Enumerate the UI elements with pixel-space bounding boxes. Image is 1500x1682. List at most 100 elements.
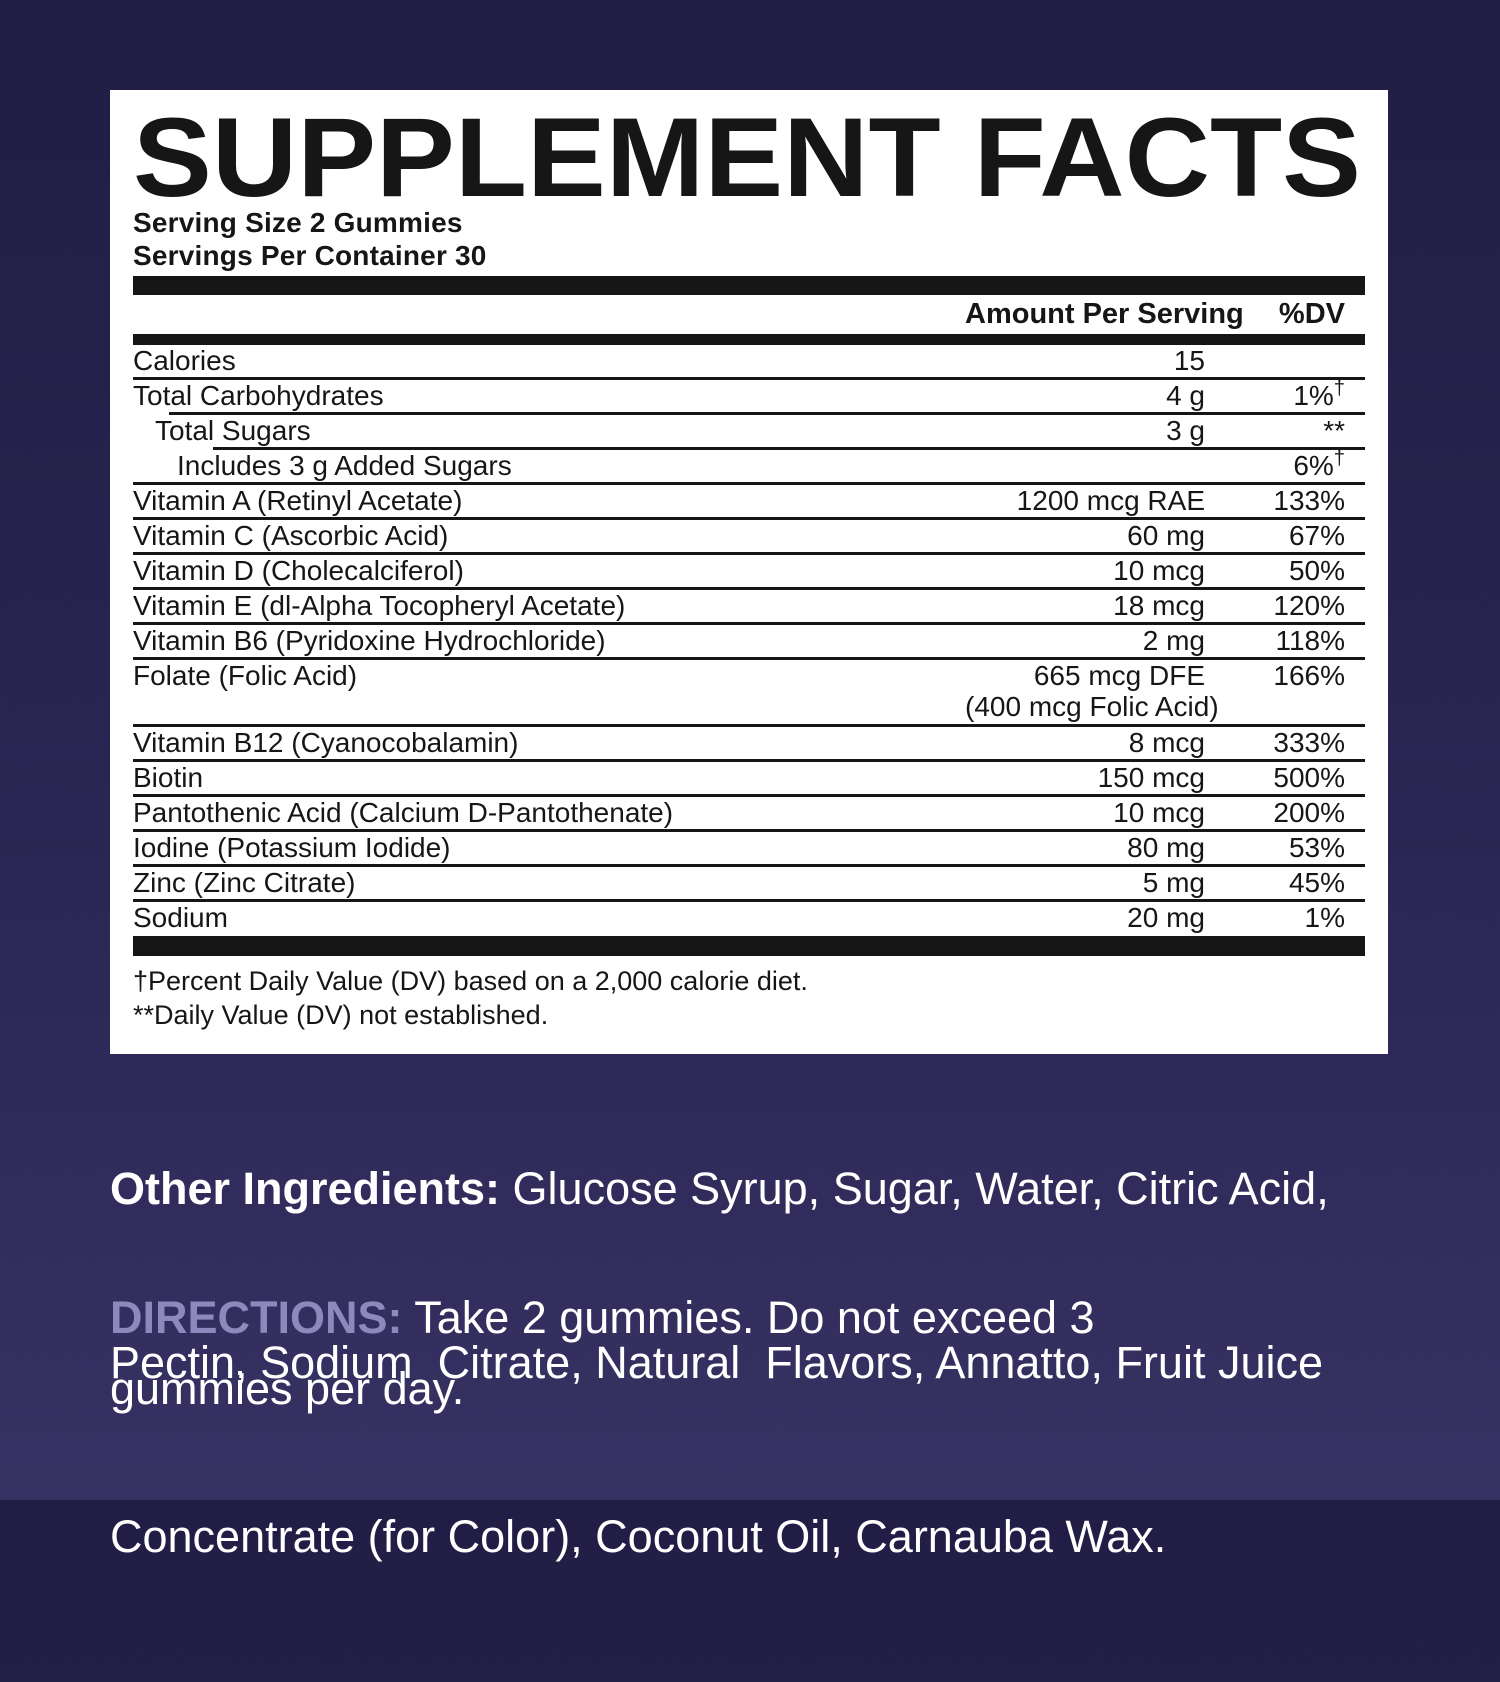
footnote-daily-value: †Percent Daily Value (DV) based on a 2,0… [133,966,808,996]
other-ingredients-text: Glucose Syrup, Sugar, Water, Citric Acid… [500,1163,1329,1214]
nutrient-amount-value: 3 g [1166,415,1205,446]
nutrient-dv: 53% [1205,832,1345,864]
nutrient-amount: 10 mcg [965,797,1205,829]
row-divider [133,759,1365,762]
footnote-not-established: **Daily Value (DV) not established. [133,1000,549,1030]
nutrient-amount-value: 20 mg [1127,902,1205,933]
nutrient-dv-value: 500% [1273,762,1345,793]
table-row: Includes 3 g Added Sugars 6%† [133,449,1365,482]
nutrient-dv-value: 333% [1273,727,1345,758]
table-row: Iodine (Potassium Iodide) 80 mg 53% [133,832,1365,864]
nutrient-dv-dagger: † [1333,377,1345,400]
table-row: Vitamin C (Ascorbic Acid) 60 mg 67% [133,520,1365,552]
nutrient-dv: 6%† [1205,449,1345,482]
nutrient-amount: 3 g [965,415,1205,447]
nutrient-dv-value: 120% [1273,590,1345,621]
row-divider [133,482,1365,485]
nutrient-name: Vitamin D (Cholecalciferol) [133,555,464,586]
nutrient-amount: 2 mg [965,625,1205,657]
panel-title-text: SUPPLEMENT FACTS [133,95,1361,220]
nutrient-amount: 150 mcg [965,762,1205,794]
nutrient-name: Vitamin B6 (Pyridoxine Hydrochloride) [133,625,606,656]
nutrient-amount-value: 80 mg [1127,832,1205,863]
nutrient-dv: 500% [1205,762,1345,794]
nutrient-dv-value: 67% [1288,520,1345,551]
nutrient-dv: 200% [1205,797,1345,829]
label-background: SUPPLEMENT FACTS Serving Size 2 Gummies … [110,90,1440,1414]
row-divider [133,517,1365,520]
nutrient-dv: 120% [1205,590,1345,622]
directions-label: DIRECTIONS: [110,1292,403,1343]
nutrient-amount-value: 10 mcg [1113,555,1205,586]
footnotes: †Percent Daily Value (DV) based on a 2,0… [133,956,1365,1042]
table-row: Vitamin B12 (Cyanocobalamin) 8 mcg 333% [133,727,1365,759]
other-ingredients-text: Concentrate (for Color), Coconut Oil, Ca… [110,1511,1167,1562]
table-row: Vitamin A (Retinyl Acetate) 1200 mcg RAE… [133,485,1365,517]
nutrient-dv-value: 200% [1273,797,1345,828]
nutrient-name: Includes 3 g Added Sugars [177,450,512,481]
directions-text: gummies per day. [110,1363,465,1414]
nutrient-dv: 67% [1205,520,1345,552]
divider-bar-top [133,276,1365,295]
nutrient-amount: 665 mcg DFE (400 mcg Folic Acid) [965,660,1219,724]
nutrient-name: Calories [133,345,236,376]
nutrient-name: Total Sugars [155,415,311,446]
row-divider [133,657,1365,660]
nutrient-amount-value: 10 mcg [1113,797,1205,828]
nutrient-name: Pantothenic Acid (Calcium D-Pantothenate… [133,797,674,828]
nutrient-amount: 4 g [965,380,1205,412]
row-divider [133,377,1365,380]
percent-dv-header: %DV [1278,298,1345,330]
nutrient-amount-value: 18 mcg [1113,590,1205,621]
table-row: Biotin 150 mcg 500% [133,762,1365,794]
nutrient-dv-value: 1% [1293,380,1334,411]
nutrient-dv: 166% [1205,660,1345,692]
nutrient-amount: 18 mcg [965,590,1205,622]
row-divider [133,899,1365,902]
nutrient-dv-value: 118% [1275,625,1345,656]
table-row: Vitamin B6 (Pyridoxine Hydrochloride) 2 … [133,625,1365,657]
nutrient-amount-value: 60 mg [1127,520,1205,551]
nutrient-amount: 60 mg [965,520,1205,552]
other-ingredients-line: Other Ingredients: Glucose Syrup, Sugar,… [110,1160,1440,1218]
supplement-facts-panel: SUPPLEMENT FACTS Serving Size 2 Gummies … [110,90,1388,1054]
table-row: Zinc (Zinc Citrate) 5 mg 45% [133,867,1365,899]
nutrient-amount: 10 mcg [965,555,1205,587]
nutrient-dv: 133% [1205,485,1345,517]
nutrient-dv: 50% [1205,555,1345,587]
row-divider [133,587,1365,590]
nutrient-name: Total Carbohydrates [133,380,384,411]
nutrient-name: Zinc (Zinc Citrate) [133,867,356,898]
nutrient-name: Sodium [133,902,228,933]
divider-bar-header [133,334,1365,345]
nutrient-name: Vitamin C (Ascorbic Acid) [133,520,449,551]
table-row: Sodium 20 mg 1% [133,902,1365,934]
table-row: Pantothenic Acid (Calcium D-Pantothenate… [133,797,1365,829]
directions-line: DIRECTIONS: Take 2 gummies. Do not excee… [110,1282,1440,1353]
nutrient-name: Folate (Folic Acid) [133,660,358,691]
nutrient-dv-value: 1% [1304,902,1345,933]
nutrient-amount-value: 5 mg [1142,867,1205,898]
nutrient-amount-value: 1200 mcg RAE [1016,485,1205,516]
nutrient-dv: ** [1205,415,1345,447]
table-row: Vitamin E (dl-Alpha Tocopheryl Acetate) … [133,590,1365,622]
servings-per-container: Servings Per Container 30 [133,240,487,271]
nutrient-name: Vitamin A (Retinyl Acetate) [133,485,463,516]
row-divider [133,794,1365,797]
table-row: Total Sugars 3 g ** [133,415,1365,447]
table-row: Folate (Folic Acid) 665 mcg DFE (400 mcg… [133,660,1365,724]
row-divider [169,412,1365,415]
nutrient-dv-value: 133% [1273,485,1345,516]
table-row: Vitamin D (Cholecalciferol) 10 mcg 50% [133,555,1365,587]
nutrient-amount: 8 mcg [965,727,1205,759]
divider-bar-bottom [133,936,1365,956]
nutrient-name: Iodine (Potassium Iodide) [133,832,451,863]
nutrient-dv: 333% [1205,727,1345,759]
row-divider [133,829,1365,832]
nutrient-dv-value: ** [1323,415,1345,446]
nutrient-amount-value: 2 mg [1142,625,1205,656]
nutrient-amount-value: 15 [1173,345,1205,376]
nutrient-dv: 1% [1205,902,1345,934]
nutrient-name: Biotin [133,762,204,793]
nutrient-dv-value: 6% [1293,450,1334,481]
